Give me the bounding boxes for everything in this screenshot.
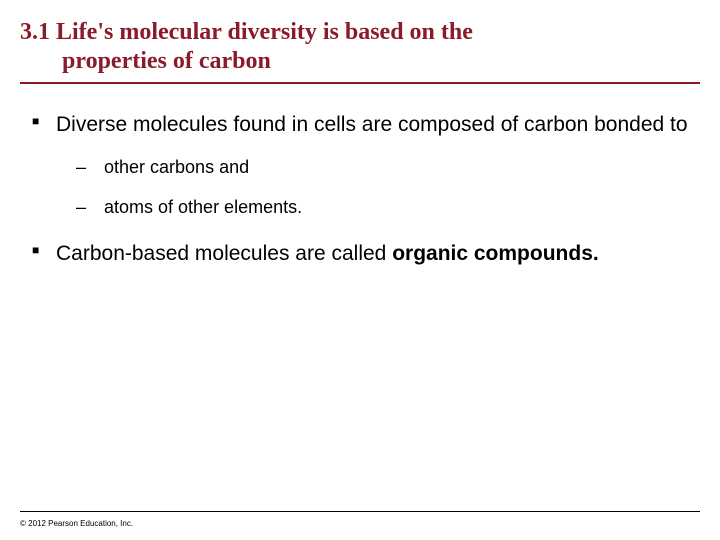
bullet-text-bold: organic compounds. [392,242,599,265]
slide: 3.1 Life's molecular diversity is based … [0,0,720,540]
bullet-item: Carbon-based molecules are called organi… [20,241,700,267]
title-line-2: properties of carbon [20,47,700,76]
sub-bullet-list: other carbons and atoms of other element… [56,156,700,219]
main-bullet-list: Diverse molecules found in cells are com… [20,112,700,268]
bullet-text-prefix: Carbon-based molecules are called [56,242,392,265]
sub-bullet-item: other carbons and [56,156,700,179]
sub-bullet-text: other carbons and [104,157,249,177]
sub-bullet-text: atoms of other elements. [104,197,302,217]
title-line-1: 3.1 Life's molecular diversity is based … [20,18,700,47]
sub-bullet-item: atoms of other elements. [56,196,700,219]
copyright-text: © 2012 Pearson Education, Inc. [20,519,133,528]
bullet-text: Diverse molecules found in cells are com… [56,113,688,136]
footer-rule [20,511,700,512]
bullet-item: Diverse molecules found in cells are com… [20,112,700,219]
slide-title: 3.1 Life's molecular diversity is based … [20,18,700,84]
